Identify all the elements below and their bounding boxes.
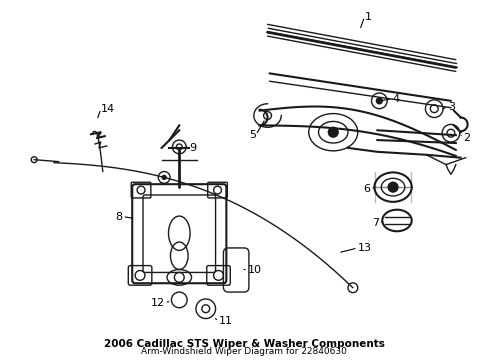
Circle shape	[162, 175, 166, 179]
Text: 6: 6	[363, 184, 370, 194]
Text: 11: 11	[218, 316, 232, 327]
Circle shape	[327, 127, 338, 137]
Text: 10: 10	[247, 265, 262, 275]
Text: 2: 2	[462, 133, 469, 143]
Text: 4: 4	[391, 94, 398, 104]
Text: 14: 14	[101, 104, 115, 114]
Text: 7: 7	[371, 219, 379, 228]
Text: Arm-Windshield Wiper Diagram for 22840630: Arm-Windshield Wiper Diagram for 2284063…	[141, 347, 346, 356]
Text: 1: 1	[364, 12, 371, 22]
Text: 12: 12	[150, 298, 164, 308]
Circle shape	[387, 182, 397, 192]
Text: 3: 3	[447, 102, 454, 112]
Circle shape	[376, 98, 382, 104]
Text: 2006 Cadillac STS Wiper & Washer Components: 2006 Cadillac STS Wiper & Washer Compone…	[103, 339, 384, 349]
Text: 13: 13	[357, 243, 371, 253]
Text: 8: 8	[115, 212, 122, 221]
Text: 9: 9	[189, 143, 196, 153]
Text: 5: 5	[248, 130, 255, 140]
